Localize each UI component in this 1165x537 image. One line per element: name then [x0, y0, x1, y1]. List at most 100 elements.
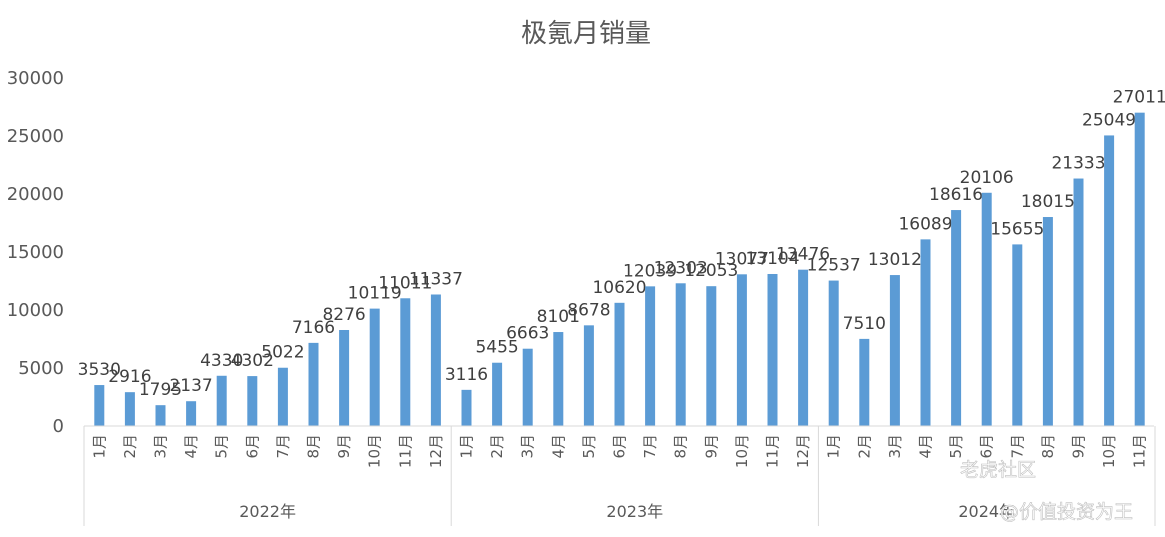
x-tick-label: 5月	[947, 434, 965, 459]
bar	[706, 286, 717, 426]
x-tick-label: 10月	[366, 434, 384, 468]
data-label: 27011	[1113, 88, 1165, 108]
bar	[155, 405, 166, 426]
bar	[308, 342, 319, 426]
data-label: 5022	[261, 343, 304, 363]
data-label: 13012	[868, 250, 922, 270]
data-label: 12053	[684, 261, 738, 281]
data-label: 1795	[139, 380, 182, 400]
x-tick-label: 4月	[917, 434, 935, 459]
data-label: 15655	[990, 219, 1044, 239]
bar	[247, 376, 258, 426]
x-tick-label: 10月	[1100, 434, 1118, 468]
data-label: 10620	[592, 278, 646, 298]
data-label: 13476	[776, 245, 830, 265]
data-label: 12039	[623, 261, 677, 281]
bar	[583, 325, 594, 426]
bar	[1042, 217, 1053, 426]
x-tick-label: 11月	[1131, 434, 1149, 468]
bar	[369, 308, 380, 426]
x-axis: 1月 2月 3月 4月 5月 6月 7月 8月 9月 10月 11月 12月 2022年 1月 2月 3月 4月…	[83, 425, 1156, 526]
x-tick-label: 9月	[1070, 434, 1088, 459]
data-label: 20106	[960, 168, 1014, 188]
y-axis: 0 5000 10000 15000 20000 25000 30000	[7, 68, 64, 437]
y-tick-label: 0	[53, 416, 64, 437]
x-tick-label: 2月	[855, 434, 873, 459]
bar	[920, 239, 931, 426]
data-label: 18015	[1021, 192, 1075, 212]
bar	[1073, 178, 1084, 426]
x-tick-label: 6月	[611, 434, 629, 459]
x-tick-label: 7月	[641, 434, 659, 459]
x-tick-label: 8月	[672, 434, 690, 459]
x-tick-label: 4月	[549, 434, 567, 459]
x-tick-label: 6月	[243, 434, 261, 459]
x-tick-label: 11月	[396, 434, 414, 468]
x-tick-label: 6月	[978, 434, 996, 459]
data-label: 6663	[506, 324, 549, 344]
x-tick-label: 8月	[1039, 434, 1057, 459]
x-tick-label: 5月	[580, 434, 598, 459]
y-tick-label: 30000	[7, 68, 64, 89]
x-tick-label: 7月	[274, 434, 292, 459]
bar	[828, 280, 839, 426]
x-tick-label: 2月	[488, 434, 506, 459]
x-tick-label: 12月	[794, 434, 812, 468]
data-label: 25049	[1082, 110, 1136, 130]
x-tick-label: 3月	[519, 434, 537, 459]
data-label: 11011	[378, 273, 432, 293]
bar	[675, 283, 686, 426]
bar	[736, 274, 747, 426]
bar	[951, 210, 962, 426]
bar	[1012, 244, 1023, 426]
watermark-author: @价值投资为王	[1000, 501, 1133, 523]
bar	[400, 298, 411, 426]
x-tick-label: 4月	[182, 434, 200, 459]
x-tick-label: 9月	[335, 434, 353, 459]
data-label: 3116	[445, 365, 488, 385]
data-label: 7166	[292, 318, 335, 338]
bar	[553, 332, 564, 426]
bar	[859, 338, 870, 426]
bar	[614, 302, 625, 426]
x-tick-label: 3月	[152, 434, 170, 459]
x-group-label: 2024年	[958, 502, 1015, 521]
data-label: 2137	[169, 376, 212, 396]
x-tick-label: 9月	[702, 434, 720, 459]
bar	[798, 269, 809, 426]
data-label: 10119	[348, 284, 402, 304]
x-tick-label: 7月	[1008, 434, 1026, 459]
data-label: 3530	[78, 360, 121, 380]
x-tick-label: 1月	[458, 434, 476, 459]
bar	[889, 275, 900, 426]
chart-title: 极氪月销量	[521, 19, 651, 49]
data-label: 8101	[537, 307, 580, 327]
y-tick-label: 15000	[7, 242, 64, 263]
bar	[767, 273, 778, 426]
data-label: 18616	[929, 185, 983, 205]
x-tick-label: 10月	[733, 434, 751, 468]
bar	[492, 362, 503, 426]
data-label: 5455	[475, 338, 518, 358]
watermark: 老虎社区 @价值投资为王	[960, 459, 1134, 524]
bar	[1104, 135, 1115, 427]
bar	[94, 385, 105, 426]
x-group-label: 2023年	[606, 502, 663, 521]
y-tick-label: 10000	[7, 300, 64, 321]
bar	[186, 401, 197, 426]
x-group-label: 2022年	[239, 502, 296, 521]
data-label: 8276	[322, 305, 365, 325]
data-label: 4302	[231, 351, 274, 371]
x-tick-label: 5月	[213, 434, 231, 459]
data-label: 2916	[108, 367, 151, 387]
watermark-site: 老虎社区	[960, 459, 1036, 481]
bar	[461, 389, 472, 426]
bar	[981, 192, 992, 426]
data-label: 13077	[715, 249, 769, 269]
data-label: 13104	[745, 249, 799, 269]
bar	[1134, 112, 1145, 427]
bar	[124, 392, 135, 426]
data-label: 16089	[898, 214, 952, 234]
